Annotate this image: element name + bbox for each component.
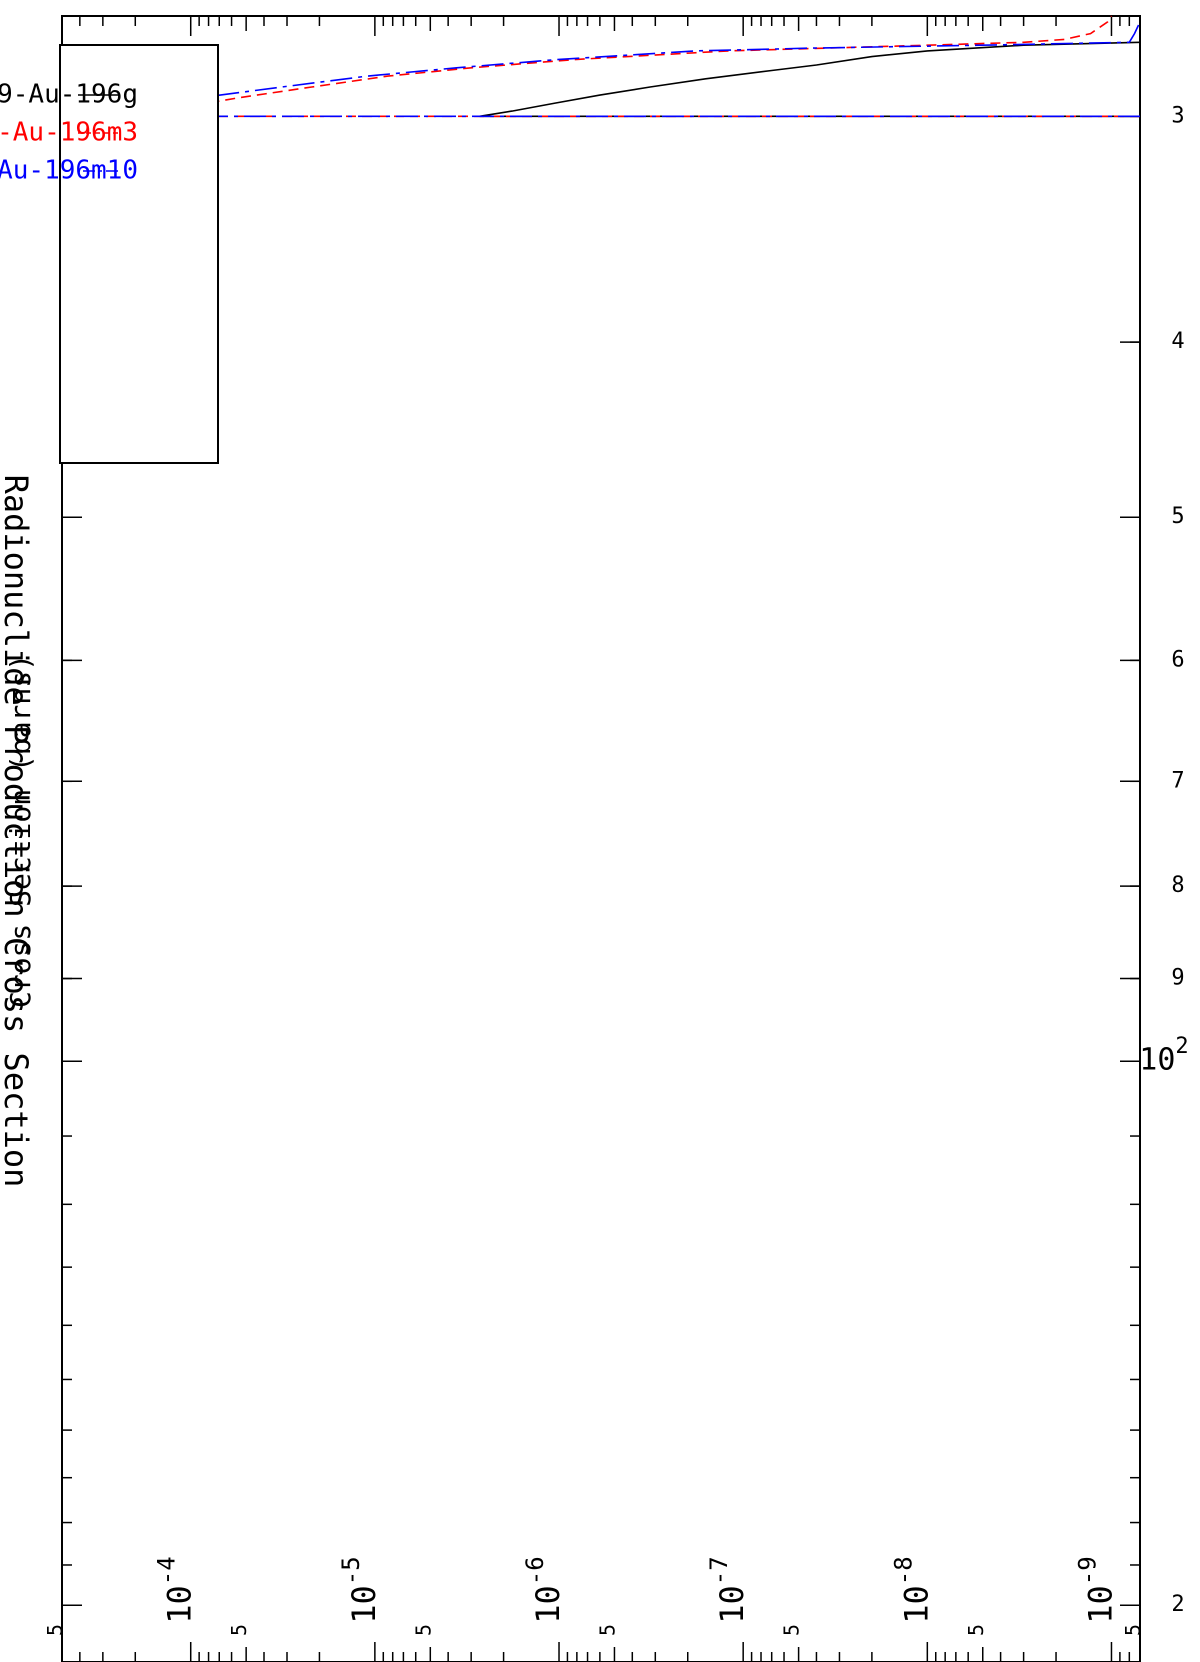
x-tick-label: 8: [1171, 873, 1184, 898]
legend: 79-Au-196g 79-Au-196m3 79-Au-196m10: [0, 44, 219, 464]
x-tick-exponent: 2: [1175, 1034, 1188, 1059]
y-tick-label: 10-5: [337, 1556, 383, 1623]
y-tick-exponent: -9: [1073, 1556, 1101, 1585]
legend-label: 79-Au-196m3: [0, 118, 138, 148]
y-tick-label: 5: [411, 1624, 435, 1636]
x-tick-label: 6: [1171, 647, 1184, 672]
plot-frame: [61, 15, 1141, 1662]
x-tick-label: 9: [1171, 966, 1184, 991]
y-tick-label: 10-9: [1073, 1556, 1119, 1623]
chart-title: Radionuclide Production Cross Section: [0, 475, 35, 1188]
y-tick-label: 5: [1121, 1624, 1145, 1636]
y-tick-label: 5: [227, 1624, 251, 1636]
y-tick-label: 10-6: [521, 1556, 567, 1623]
x-tick-label: 2: [1171, 1592, 1184, 1617]
y-tick-exponent: -6: [521, 1556, 549, 1585]
legend-label: 79-Au-196g: [0, 80, 138, 110]
x-tick-label: 5: [1171, 504, 1184, 529]
x-tick-label: 7: [1171, 768, 1184, 793]
legend-box: [59, 44, 219, 464]
rotated-page: Radionuclide Production Cross Section 3 4…: [0, 15, 1189, 1662]
y-axis-label: Cross Section (barns): [4, 654, 37, 1008]
y-tick-label: 5: [595, 1624, 619, 1636]
legend-label: 79-Au-196m10: [0, 156, 138, 186]
y-tick-exponent: -4: [153, 1556, 181, 1585]
y-tick-exponent: -8: [889, 1556, 917, 1585]
y-tick-label: 5: [43, 1624, 67, 1636]
y-tick-exponent: -7: [705, 1556, 733, 1585]
y-tick-exponent: -5: [337, 1556, 365, 1585]
x-tick-label: 4: [1171, 329, 1184, 354]
series-line: [479, 41, 1141, 118]
x-tick-label: 3: [1171, 103, 1184, 128]
y-tick-label: 5: [780, 1624, 804, 1636]
y-tick-label: 5: [964, 1624, 988, 1636]
